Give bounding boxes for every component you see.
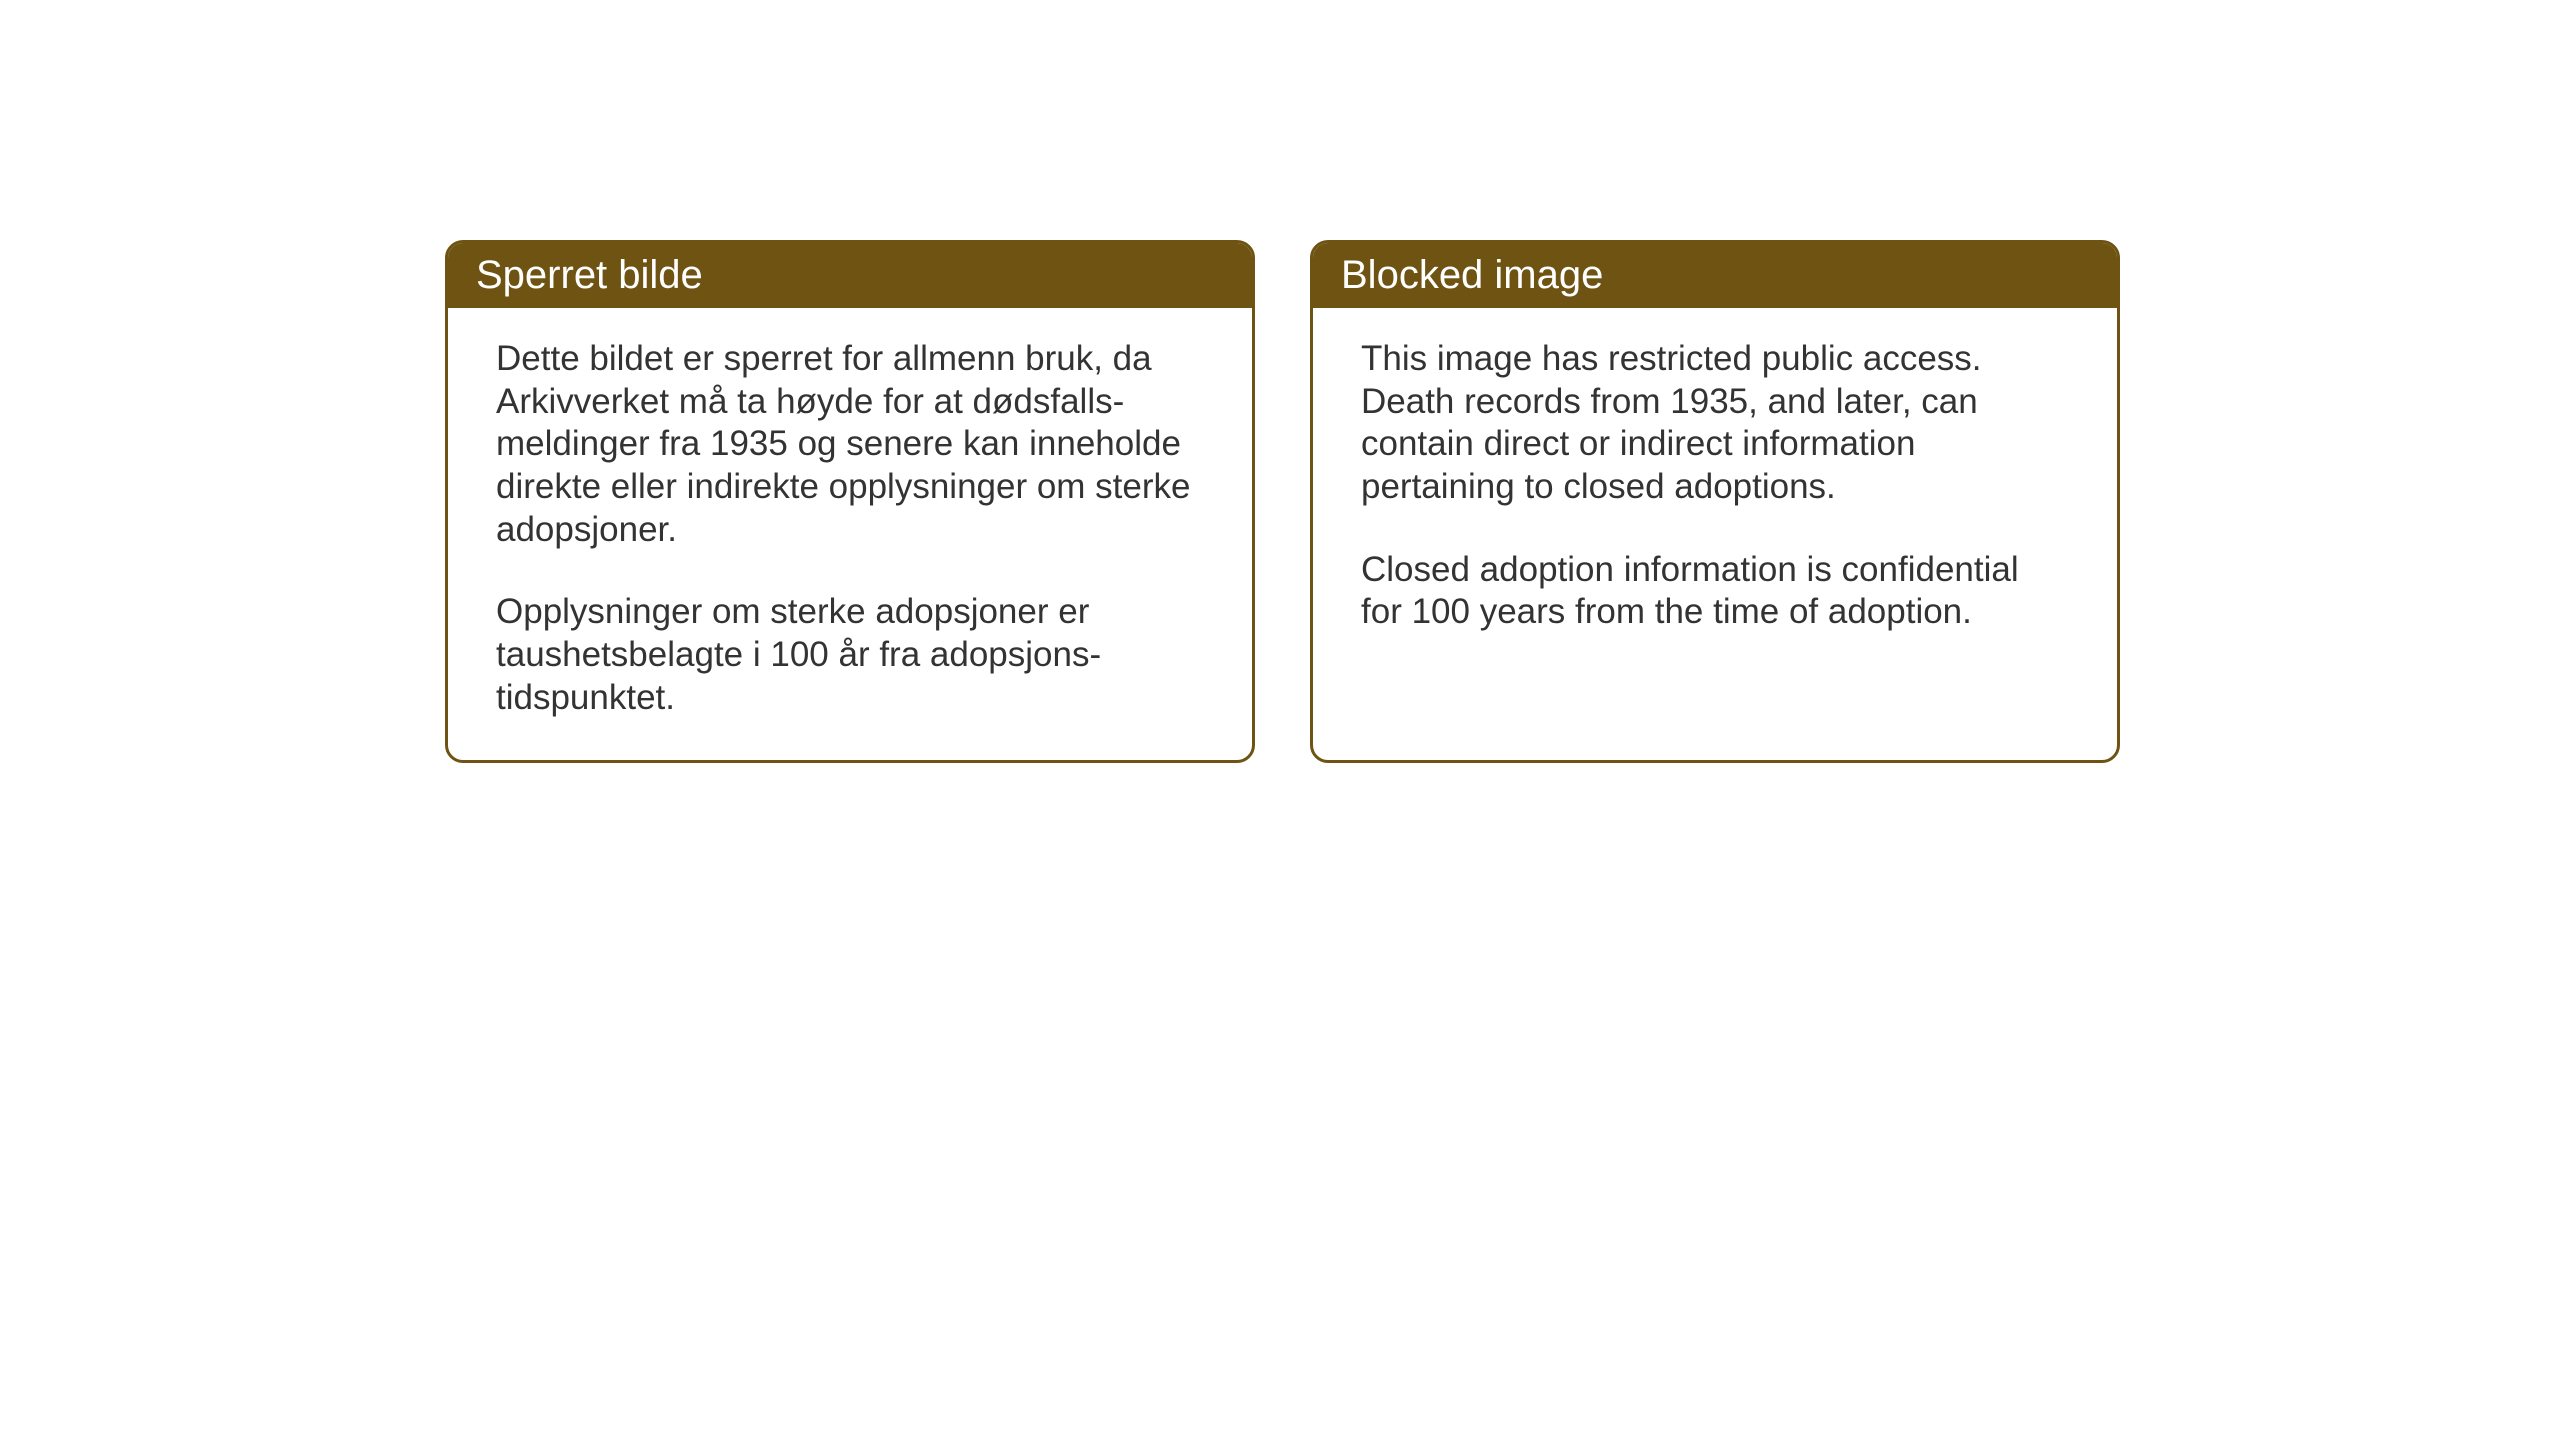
- notice-container: Sperret bilde Dette bildet er sperret fo…: [445, 240, 2120, 763]
- notice-text-nor-p2: Opplysninger om sterke adopsjoner er tau…: [496, 591, 1204, 719]
- notice-header-english: Blocked image: [1313, 243, 2117, 308]
- notice-body-english: This image has restricted public access.…: [1313, 308, 2117, 674]
- notice-header-norwegian: Sperret bilde: [448, 243, 1252, 308]
- notice-text-eng-p1: This image has restricted public access.…: [1361, 338, 2069, 509]
- notice-body-norwegian: Dette bildet er sperret for allmenn bruk…: [448, 308, 1252, 760]
- notice-box-norwegian: Sperret bilde Dette bildet er sperret fo…: [445, 240, 1255, 763]
- notice-box-english: Blocked image This image has restricted …: [1310, 240, 2120, 763]
- notice-text-eng-p2: Closed adoption information is confident…: [1361, 549, 2069, 634]
- notice-text-nor-p1: Dette bildet er sperret for allmenn bruk…: [496, 338, 1204, 551]
